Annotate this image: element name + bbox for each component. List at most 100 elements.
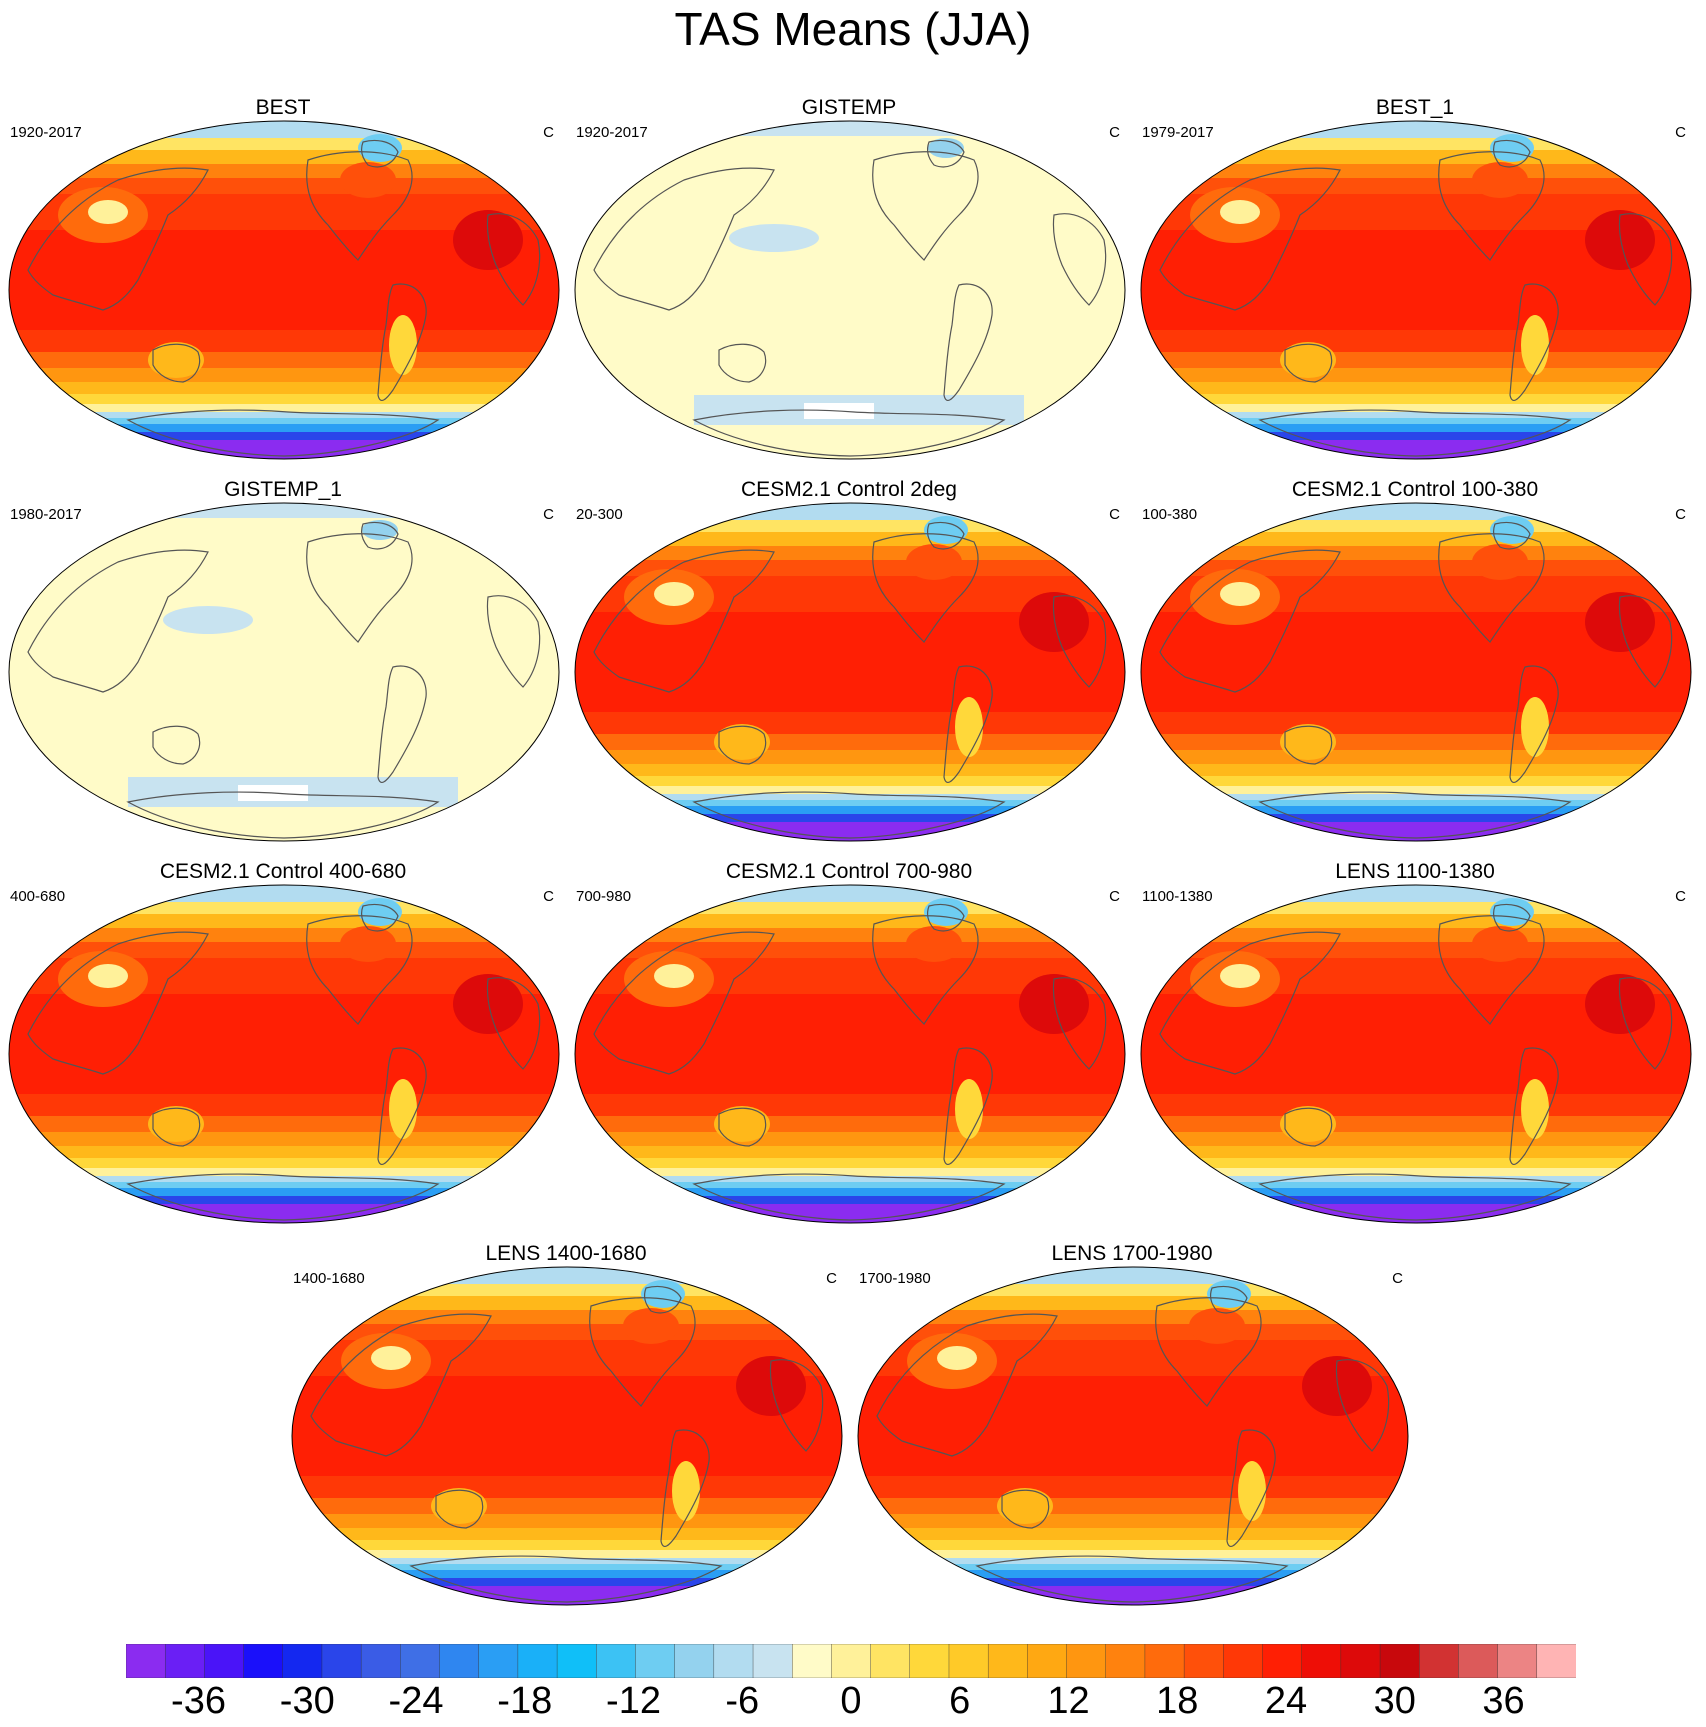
- coastline: [1258, 791, 1572, 839]
- colorbar-swatch: [556, 1644, 597, 1678]
- coastline: [361, 139, 399, 168]
- world-map: [291, 1266, 843, 1606]
- map-panel: LENS 1700-1980 1700-1980 C: [849, 1242, 1415, 1622]
- coastline: [1335, 1359, 1390, 1452]
- panel-units: C: [543, 888, 554, 905]
- coastlines: [1159, 903, 1673, 1221]
- coastline: [1509, 1047, 1559, 1166]
- panel-period: 1920-2017: [10, 124, 82, 141]
- coastline: [27, 167, 209, 311]
- world-map: [8, 120, 560, 460]
- colorbar-tick-label: -30: [279, 1680, 335, 1722]
- coastline: [1226, 1429, 1276, 1548]
- panel-title: GISTEMP: [801, 96, 897, 119]
- colorbar-swatch: [517, 1644, 558, 1678]
- colorbar-tick-label: -12: [606, 1680, 661, 1722]
- colorbar-swatch: [870, 1644, 911, 1678]
- map-border: [574, 120, 1126, 460]
- map-panel: CESM2.1 Control 2deg 20-300 C: [566, 478, 1132, 858]
- coastline: [943, 1047, 993, 1166]
- world-map: [574, 120, 1126, 460]
- colorbar-swatch: [948, 1644, 989, 1678]
- map-border: [574, 502, 1126, 842]
- panel-period: 400-680: [10, 888, 66, 905]
- panel-units: C: [826, 1270, 837, 1287]
- colorbar-tick-label: -24: [388, 1680, 444, 1722]
- coastline: [718, 725, 767, 765]
- colorbar-swatch: [1223, 1644, 1264, 1678]
- coastline: [589, 1297, 696, 1407]
- coastlines: [876, 1285, 1390, 1603]
- coastlines: [593, 139, 1107, 457]
- panel-title: CESM2.1 Control 2deg: [741, 478, 957, 501]
- colorbar-swatch: [1105, 1644, 1146, 1678]
- colorbar-swatch: [1536, 1644, 1576, 1678]
- coastline: [1052, 213, 1107, 306]
- colorbar-swatch: [1066, 1644, 1107, 1678]
- coastline: [1438, 533, 1545, 643]
- map-panel: CESM2.1 Control 400-680 400-680 C: [0, 860, 566, 1240]
- colorbar-swatch: [1340, 1644, 1381, 1678]
- temperature-field: [292, 1267, 842, 1605]
- coastline: [306, 151, 413, 261]
- coastline: [975, 1555, 1289, 1603]
- colorbar-swatch: [909, 1644, 950, 1678]
- coastlines: [310, 1285, 824, 1603]
- map-panel: CESM2.1 Control 100-380 100-380 C: [1132, 478, 1698, 858]
- coastline: [126, 409, 440, 457]
- temperature-field: [575, 885, 1125, 1223]
- coastline: [943, 665, 993, 784]
- colorbar-tick-label: 18: [1156, 1680, 1199, 1722]
- colorbar-swatch: [360, 1644, 402, 1678]
- colorbar-swatch: [1027, 1644, 1068, 1678]
- coastline: [692, 1173, 1006, 1221]
- coastline: [1493, 521, 1531, 550]
- coastline: [27, 931, 209, 1075]
- coastlines: [1159, 139, 1673, 457]
- coastlines: [27, 903, 541, 1221]
- world-map: [574, 502, 1126, 842]
- coastline: [306, 915, 413, 1025]
- panel-units: C: [543, 124, 554, 141]
- coastline: [872, 533, 979, 643]
- coastline: [927, 903, 965, 932]
- temperature-field: [1141, 503, 1691, 841]
- coastline: [872, 915, 979, 1025]
- coastline: [718, 343, 767, 383]
- colorbar-swatch: [1144, 1644, 1185, 1678]
- map-border: [1140, 884, 1692, 1224]
- panel-title: LENS 1700-1980: [1051, 1242, 1213, 1265]
- colorbar-swatch: [987, 1644, 1029, 1678]
- coastline: [1509, 283, 1559, 402]
- colorbar-swatch: [831, 1644, 872, 1678]
- coastline: [593, 931, 775, 1075]
- map-border: [1140, 502, 1692, 842]
- coastline: [377, 1047, 427, 1166]
- panel-units: C: [1675, 888, 1686, 905]
- coastline: [126, 791, 440, 839]
- coastline: [1159, 167, 1341, 311]
- coastline: [927, 521, 965, 550]
- map-panel: GISTEMP 1920-2017 C: [566, 96, 1132, 476]
- colorbar-swatch: [713, 1644, 754, 1678]
- coastline: [1284, 343, 1333, 383]
- world-map: [574, 884, 1126, 1224]
- colorbar-swatch: [1419, 1644, 1460, 1678]
- figure-title: TAS Means (JJA): [674, 3, 1032, 55]
- map-border: [574, 884, 1126, 1224]
- panel-title: CESM2.1 Control 100-380: [1291, 478, 1539, 501]
- coastline: [486, 595, 541, 688]
- coastline: [377, 665, 427, 784]
- coastline: [310, 1313, 492, 1457]
- colorbar-swatch: [1379, 1644, 1420, 1678]
- colorbar-swatch: [478, 1644, 519, 1678]
- coastline: [943, 283, 993, 402]
- temperature-field: [575, 503, 1125, 841]
- coastline: [1493, 139, 1531, 168]
- world-map: [1140, 884, 1692, 1224]
- colorbar-swatch: [1497, 1644, 1538, 1678]
- colorbar: [126, 1644, 1576, 1678]
- temperature-field: [9, 503, 559, 841]
- coastline: [486, 213, 541, 306]
